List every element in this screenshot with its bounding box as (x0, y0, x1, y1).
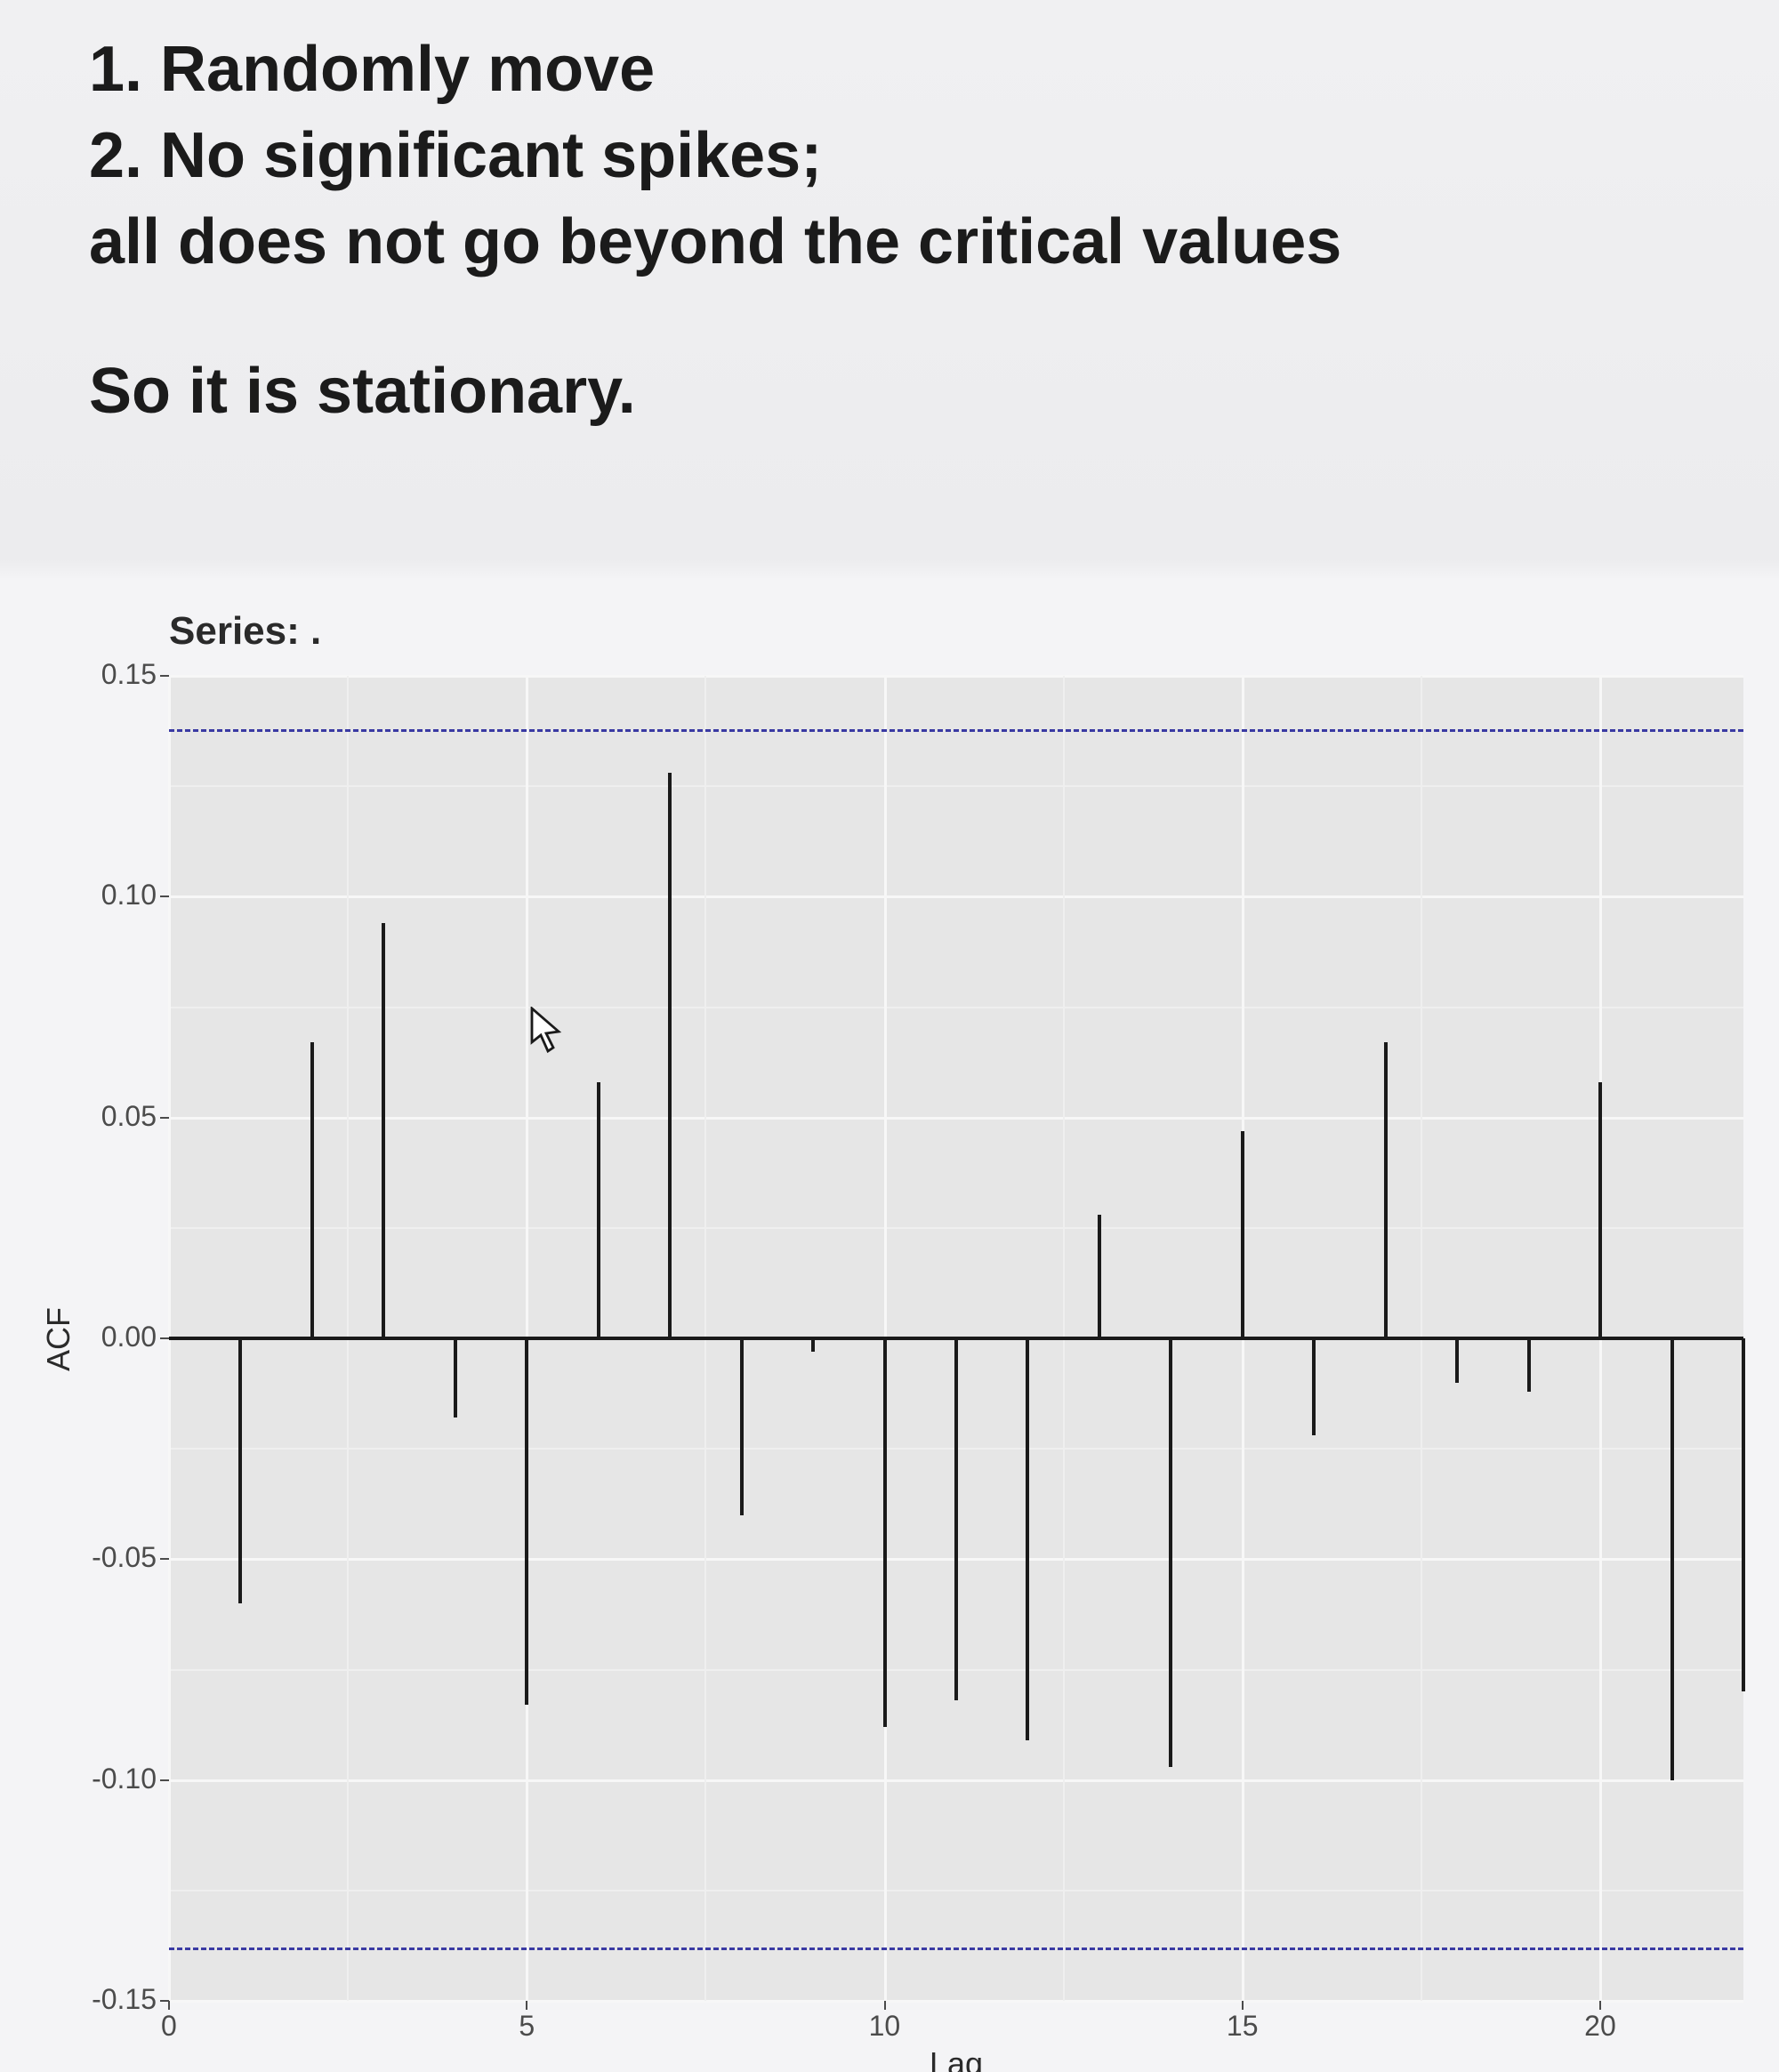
x-tick-mark (168, 2001, 170, 2010)
acf-plot-panel (169, 676, 1743, 2001)
y-tick-label: -0.05 (92, 1541, 157, 1574)
acf-bar (238, 1338, 242, 1603)
confidence-bound-line (169, 729, 1743, 732)
y-tick-mark (160, 895, 169, 897)
acf-bar (1098, 1215, 1101, 1338)
x-axis-label: Lag (930, 2045, 983, 2072)
acf-bar (310, 1042, 314, 1338)
gridline-h-minor (169, 1227, 1743, 1229)
acf-bar (1312, 1338, 1316, 1435)
note-line-2: 2. No significant spikes; (89, 113, 1690, 199)
y-tick-label: 0.00 (101, 1321, 157, 1353)
gridline-h-minor (169, 1007, 1743, 1008)
gridline-h-minor (169, 1890, 1743, 1891)
y-tick-mark (160, 1558, 169, 1560)
acf-bar (1026, 1338, 1029, 1740)
x-tick-label: 15 (1227, 2010, 1259, 2043)
acf-bar (1241, 1131, 1244, 1338)
acf-bar (1169, 1338, 1172, 1767)
gridline-h-major (169, 1117, 1743, 1120)
gridline-h-major (169, 895, 1743, 898)
acf-bar (597, 1082, 600, 1338)
acf-bar (1527, 1338, 1531, 1392)
x-tick-label: 10 (869, 2010, 901, 2043)
x-tick-label: 5 (519, 2010, 535, 2043)
acf-bar (382, 923, 385, 1338)
x-tick-mark (884, 2001, 886, 2010)
x-tick-mark (1599, 2001, 1601, 2010)
acf-bar (883, 1338, 887, 1727)
x-tick-mark (1242, 2001, 1244, 2010)
annotation-block: 1. Randomly move 2. No significant spike… (0, 0, 1779, 470)
note-conclusion: So it is stationary. (89, 349, 1690, 435)
note-line-3: all does not go beyond the critical valu… (89, 199, 1690, 285)
y-tick-mark (160, 1779, 169, 1781)
acf-bar (1384, 1042, 1388, 1338)
x-tick-label: 20 (1584, 2010, 1616, 2043)
y-tick-label: 0.15 (101, 658, 157, 691)
page-root: 1. Randomly move 2. No significant spike… (0, 0, 1779, 2072)
acf-bar (811, 1338, 815, 1352)
y-tick-mark (160, 675, 169, 677)
acf-bar (668, 773, 672, 1338)
y-tick-label: -0.10 (92, 1763, 157, 1795)
gridline-h-minor (169, 785, 1743, 787)
gridline-h-major (169, 675, 1743, 678)
acf-bar (1670, 1338, 1674, 1780)
acf-bar (740, 1338, 744, 1515)
acf-bar (454, 1338, 457, 1417)
acf-bar (525, 1338, 528, 1705)
acf-bar (1742, 1338, 1745, 1691)
acf-bar (954, 1338, 958, 1700)
acf-bar (1455, 1338, 1459, 1383)
chart-title: Series: . (169, 609, 321, 654)
y-tick-label: 0.05 (101, 1100, 157, 1133)
note-line-1: 1. Randomly move (89, 27, 1690, 113)
gridline-h-major (169, 2000, 1743, 2003)
confidence-bound-line (169, 1948, 1743, 1950)
acf-bar (1598, 1082, 1602, 1338)
y-tick-label: 0.10 (101, 879, 157, 912)
gridline-h-major (169, 1779, 1743, 1782)
y-axis-label: ACF (40, 1307, 77, 1371)
x-tick-label: 0 (161, 2010, 177, 2043)
y-tick-mark (160, 1337, 169, 1339)
y-tick-mark (160, 1117, 169, 1119)
y-tick-label: -0.15 (92, 1983, 157, 2016)
x-tick-mark (526, 2001, 527, 2010)
